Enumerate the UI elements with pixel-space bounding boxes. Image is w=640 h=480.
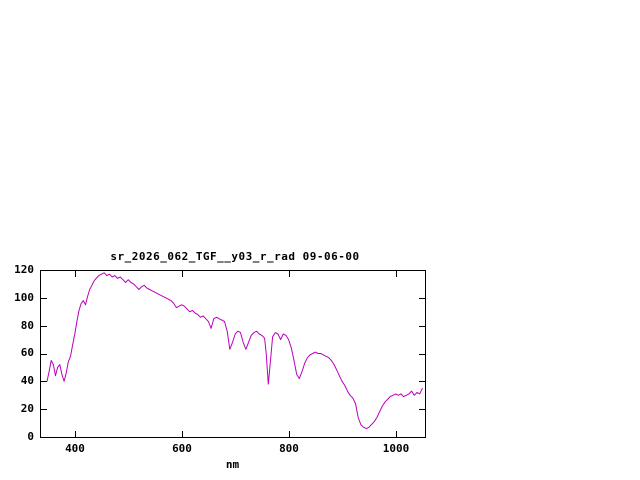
y-tick-label-120: 120 <box>14 263 34 276</box>
plot-border <box>40 270 426 438</box>
x-tick-label-400: 400 <box>65 442 85 455</box>
x-axis-label: nm <box>225 458 240 471</box>
x-tick-label-600: 600 <box>172 442 192 455</box>
x-tick-label-1000: 1000 <box>382 442 410 455</box>
y-tick-label-80: 80 <box>20 319 34 332</box>
y-tick-label-0: 0 <box>27 430 34 443</box>
y-tick-label-20: 20 <box>20 402 34 415</box>
y-tick-label-60: 60 <box>20 346 34 359</box>
chart-title: sr_2026_062_TGF__y03_r_rad 09-06-00 <box>110 250 360 263</box>
y-tick-label-100: 100 <box>14 291 34 304</box>
x-tick-label-800: 800 <box>279 442 299 455</box>
series-line <box>46 272 423 430</box>
y-tick-label-40: 40 <box>20 374 34 387</box>
